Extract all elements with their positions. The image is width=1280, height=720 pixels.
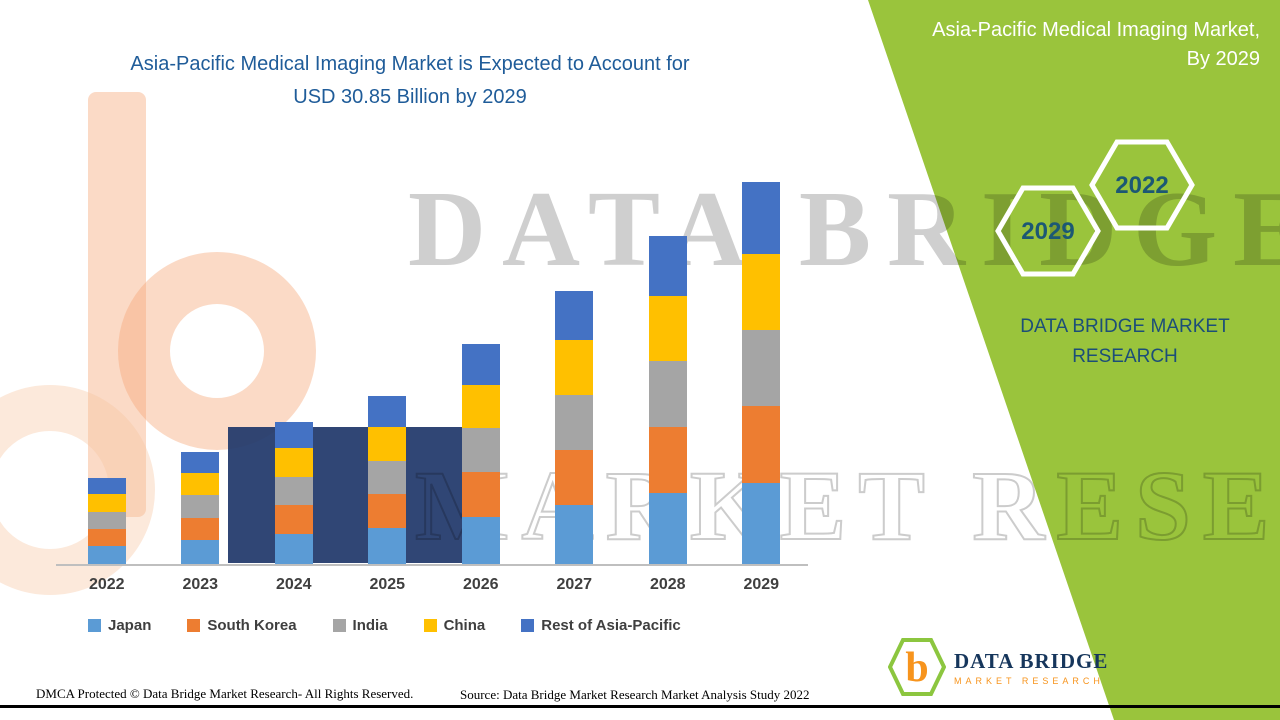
bar-segment-india bbox=[274, 476, 313, 506]
bar-segment-india bbox=[368, 460, 407, 495]
legend-swatch bbox=[88, 619, 101, 632]
bar-segment-south-korea bbox=[274, 505, 313, 534]
svg-text:b: b bbox=[905, 645, 928, 691]
bar-2022 bbox=[87, 478, 126, 565]
bar-segment-india bbox=[461, 428, 500, 472]
bar-segment-japan bbox=[742, 483, 781, 565]
chart-title-line2: USD 30.85 Billion by 2029 bbox=[293, 86, 527, 108]
x-axis-line bbox=[56, 564, 808, 566]
bar-2027 bbox=[555, 290, 594, 565]
legend-swatch bbox=[187, 619, 201, 632]
legend-swatch bbox=[521, 619, 535, 632]
bar-segment-india bbox=[87, 511, 126, 530]
bar-segment-rest-of-asia-pacific bbox=[181, 451, 220, 474]
bar-segment-japan bbox=[87, 546, 126, 565]
legend-item: China bbox=[423, 617, 486, 634]
bar-segment-china bbox=[555, 340, 594, 395]
legend-item: Rest of Asia-Pacific bbox=[521, 617, 681, 634]
side-panel-title: Asia-Pacific Medical Imaging Market, By … bbox=[860, 16, 1260, 74]
bar-segment-south-korea bbox=[87, 529, 126, 547]
legend: Japan South Korea India China Rest of Asia-P… bbox=[88, 617, 681, 634]
forecast-hexagons: 2029 2022 bbox=[995, 139, 1195, 277]
x-axis-label: 2028 bbox=[649, 576, 686, 593]
hexagon-2029-label: 2029 bbox=[1021, 218, 1074, 245]
bar-segment-rest-of-asia-pacific bbox=[742, 181, 781, 255]
bar-segment-china bbox=[181, 473, 220, 496]
bar-segment-japan bbox=[274, 534, 313, 565]
bar-segment-south-korea bbox=[181, 517, 220, 541]
hexagon-2022-label: 2022 bbox=[1115, 172, 1168, 199]
side-panel-brand-line2: RESEARCH bbox=[1072, 346, 1178, 368]
bar-segment-south-korea bbox=[742, 406, 781, 483]
bar-segment-japan bbox=[461, 516, 500, 565]
company-logo-text: DATA BRIDGE MARKET RESEARCH bbox=[954, 649, 1108, 686]
bar-segment-japan bbox=[648, 493, 687, 565]
legend-label: Japan bbox=[108, 617, 152, 634]
company-logo-subtitle: MARKET RESEARCH bbox=[954, 675, 1104, 686]
bar-segment-south-korea bbox=[461, 471, 500, 517]
side-panel-title-line1: Asia-Pacific Medical Imaging Market, bbox=[932, 19, 1260, 41]
bar-2023 bbox=[181, 451, 220, 565]
bar-segment-india bbox=[648, 361, 687, 428]
bar-segment-china bbox=[368, 427, 407, 461]
x-axis-label: 2024 bbox=[275, 576, 312, 593]
bar-segment-china bbox=[742, 254, 781, 331]
bar-segment-japan bbox=[181, 540, 220, 565]
bar-2024 bbox=[274, 422, 313, 565]
bar-2029 bbox=[742, 181, 781, 565]
bar-segment-india bbox=[555, 394, 594, 450]
bar-segment-south-korea bbox=[648, 427, 687, 493]
bar-2025 bbox=[368, 396, 407, 565]
legend-label: South Korea bbox=[207, 617, 297, 634]
bar-segment-south-korea bbox=[368, 494, 407, 528]
side-panel-brand-line1: DATA BRIDGE MARKET bbox=[1020, 316, 1230, 337]
bar-segment-india bbox=[742, 330, 781, 406]
bar-segment-india bbox=[181, 495, 220, 518]
hexagon-2022-shape bbox=[1089, 139, 1195, 231]
x-axis-label: 2022 bbox=[88, 576, 125, 593]
legend-swatch bbox=[423, 619, 437, 632]
bar-segment-china bbox=[461, 384, 500, 429]
legend-label: India bbox=[352, 617, 388, 634]
company-logo: b DATA BRIDGE MARKET RESEARCH bbox=[888, 636, 1108, 698]
company-logo-hexagon-icon: b bbox=[888, 638, 946, 696]
legend-label: China bbox=[443, 617, 486, 634]
bar-segment-rest-of-asia-pacific bbox=[274, 422, 313, 449]
bar-segment-rest-of-asia-pacific bbox=[368, 396, 407, 428]
chart-title: Asia-Pacific Medical Imaging Market is E… bbox=[50, 48, 770, 114]
bar-segment-china bbox=[87, 494, 126, 512]
x-axis-label: 2029 bbox=[743, 576, 780, 593]
bar-segment-japan bbox=[368, 527, 407, 565]
dmca-notice: DMCA Protected © Data Bridge Market Rese… bbox=[36, 686, 414, 701]
source-note: Source: Data Bridge Market Research Mark… bbox=[460, 687, 810, 702]
bars-area bbox=[60, 180, 808, 565]
bar-segment-rest-of-asia-pacific bbox=[555, 290, 594, 341]
bar-segment-china bbox=[274, 448, 313, 477]
company-logo-name: DATA BRIDGE bbox=[954, 648, 1109, 673]
x-axis-label: 2027 bbox=[556, 576, 593, 593]
x-axis-label: 2025 bbox=[369, 576, 406, 593]
bar-2026 bbox=[461, 343, 500, 565]
x-axis-label: 2023 bbox=[182, 576, 219, 593]
bottom-divider bbox=[0, 705, 1280, 708]
x-axis-labels: 2022 2023 2024 2025 2026 2027 2028 2029 bbox=[60, 576, 808, 594]
x-axis-label: 2026 bbox=[462, 576, 499, 593]
legend-label: Rest of Asia-Pacific bbox=[541, 617, 681, 634]
bar-segment-rest-of-asia-pacific bbox=[87, 478, 126, 495]
bar-segment-south-korea bbox=[555, 449, 594, 506]
chart-title-line1: Asia-Pacific Medical Imaging Market is E… bbox=[130, 53, 690, 75]
bar-segment-rest-of-asia-pacific bbox=[648, 236, 687, 296]
legend-item: Japan bbox=[88, 617, 151, 634]
bar-segment-rest-of-asia-pacific bbox=[461, 343, 500, 385]
hexagon-2029-shape bbox=[995, 185, 1101, 277]
legend-item: South Korea bbox=[187, 617, 297, 634]
bar-segment-japan bbox=[555, 505, 594, 565]
side-panel-title-line2: By 2029 bbox=[1186, 48, 1260, 70]
bar-2028 bbox=[648, 236, 687, 565]
legend-swatch bbox=[332, 619, 346, 632]
legend-item: India bbox=[332, 617, 388, 634]
bar-segment-china bbox=[648, 295, 687, 362]
side-panel-brand: DATA BRIDGE MARKET RESEARCH bbox=[1000, 312, 1250, 373]
